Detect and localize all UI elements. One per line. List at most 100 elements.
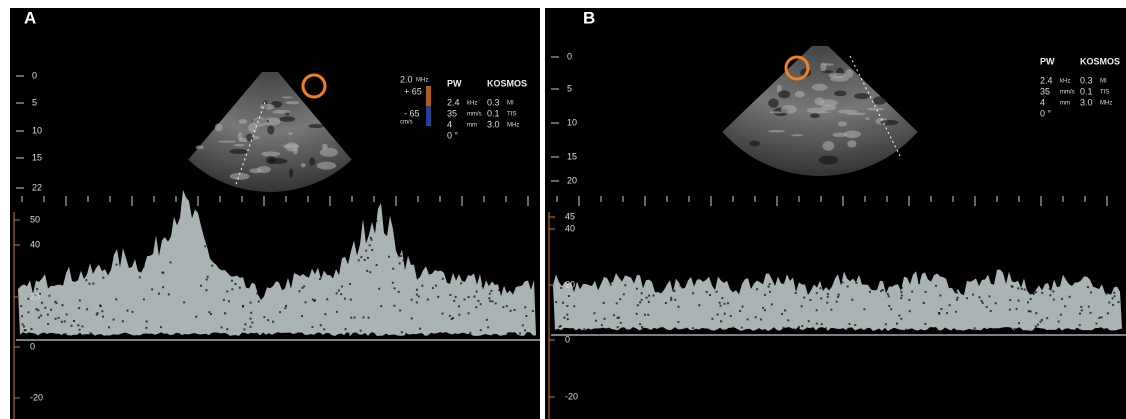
spectrum-noise <box>468 296 470 298</box>
spectrum-noise <box>78 307 80 309</box>
spectrum-noise <box>244 323 246 325</box>
spectrum-noise <box>145 327 147 329</box>
tissue-speckle <box>288 132 293 135</box>
spectrum-noise <box>368 317 370 319</box>
tissue-speckle <box>791 134 803 136</box>
spectrum-noise <box>88 283 90 285</box>
tissue-speckle <box>266 156 276 164</box>
spectrum-noise <box>405 333 407 335</box>
spectrum-noise <box>489 300 491 302</box>
spectrum-noise <box>398 291 400 293</box>
spectrum-noise <box>371 239 373 241</box>
spectrum-noise <box>207 276 209 278</box>
spectrum-noise <box>480 303 482 305</box>
spectrum-noise <box>487 326 489 328</box>
spectrum-noise <box>491 300 493 302</box>
spectrum-noise <box>673 290 675 292</box>
spectrum-noise <box>272 321 274 323</box>
spectrum-noise <box>79 329 81 331</box>
spectrum-noise <box>1046 317 1048 319</box>
spectrum-noise <box>143 298 145 300</box>
spectrum-noise <box>620 322 622 324</box>
spectrum-noise <box>644 314 646 316</box>
spectrum-noise <box>1040 321 1042 323</box>
spectrum-noise <box>901 287 903 289</box>
spectrum-noise <box>1101 316 1103 318</box>
spectrum-noise <box>1107 312 1109 314</box>
spectrum-noise <box>383 222 385 224</box>
spectrum-noise <box>513 309 515 311</box>
spectrum-noise <box>1079 313 1081 315</box>
tissue-speckle <box>845 69 853 78</box>
spectrum-noise <box>855 282 857 284</box>
spectrum-noise <box>1079 324 1081 326</box>
tissue-speckle <box>844 130 861 138</box>
spectrum-noise <box>21 315 23 317</box>
spectrum-noise <box>522 324 524 326</box>
spectrum-noise <box>854 324 856 326</box>
spectrum-noise <box>1041 319 1043 321</box>
spectrum-noise <box>64 320 66 322</box>
spectrum-noise <box>341 285 343 287</box>
tissue-speckle <box>309 157 315 166</box>
spectrum-noise <box>226 328 228 330</box>
spectrum-noise <box>1061 298 1063 300</box>
spectrum-noise <box>122 320 124 322</box>
spectrum-noise <box>231 280 233 282</box>
spectrum-noise <box>85 279 87 281</box>
spectrum-noise <box>781 313 783 315</box>
spectrum-noise <box>108 326 110 328</box>
spectrum-noise <box>1049 288 1051 290</box>
spectrum-noise <box>113 319 115 321</box>
spectrum-noise <box>617 326 619 328</box>
spectrum-noise <box>63 334 65 336</box>
spectrum-noise <box>212 338 214 340</box>
spectrum-noise <box>50 309 52 311</box>
spectrum-noise <box>560 287 562 289</box>
spectrum-noise <box>102 277 104 279</box>
spectrum-noise <box>1014 328 1016 330</box>
spectrum-noise <box>674 299 676 301</box>
spectrum-noise <box>449 294 451 296</box>
spectrum-noise <box>1027 301 1029 303</box>
spectrum-noise <box>827 293 829 295</box>
spectrum-noise <box>305 301 307 303</box>
spectrum-noise <box>371 249 373 251</box>
spectrum-noise <box>833 330 835 332</box>
setting: TIS <box>507 112 516 118</box>
tissue-speckle <box>820 62 826 71</box>
spectrum-noise <box>367 257 369 259</box>
spectrum-noise <box>400 255 402 257</box>
spectrum-noise <box>363 316 365 318</box>
spectrum-noise <box>938 313 940 315</box>
spectrum-noise <box>809 332 811 334</box>
tissue-speckle <box>285 101 299 104</box>
spectrum-noise <box>23 325 25 327</box>
spectrum-noise <box>784 309 786 311</box>
spectrum-noise <box>416 301 418 303</box>
tissue-speckle <box>838 121 847 126</box>
spectrum-noise <box>1021 288 1023 290</box>
spectrum-noise <box>170 261 172 263</box>
tissue-speckle <box>866 108 884 111</box>
spectrum-noise <box>1052 290 1054 292</box>
spectrum-noise <box>399 262 401 264</box>
setting: TIS <box>1100 90 1109 96</box>
spectrum-noise <box>1033 293 1035 295</box>
spectrum-noise <box>1058 321 1060 323</box>
spectrum-noise <box>986 306 988 308</box>
spectrum-noise <box>369 271 371 273</box>
spectrum-noise <box>801 325 803 327</box>
spectrum-noise <box>595 320 597 322</box>
spectrum-noise <box>828 332 830 334</box>
setting: 0.3 <box>1080 75 1093 85</box>
spectrum-noise <box>473 295 475 297</box>
spectrum-noise <box>901 294 903 296</box>
spectrum-noise <box>73 320 75 322</box>
spectrum-noise <box>796 331 798 333</box>
setting: 4 <box>447 119 452 129</box>
setting: MHz <box>507 123 519 129</box>
setting: mm <box>1060 101 1070 107</box>
spectrum-noise <box>1072 329 1074 331</box>
velocity-label: 20 <box>30 291 40 301</box>
